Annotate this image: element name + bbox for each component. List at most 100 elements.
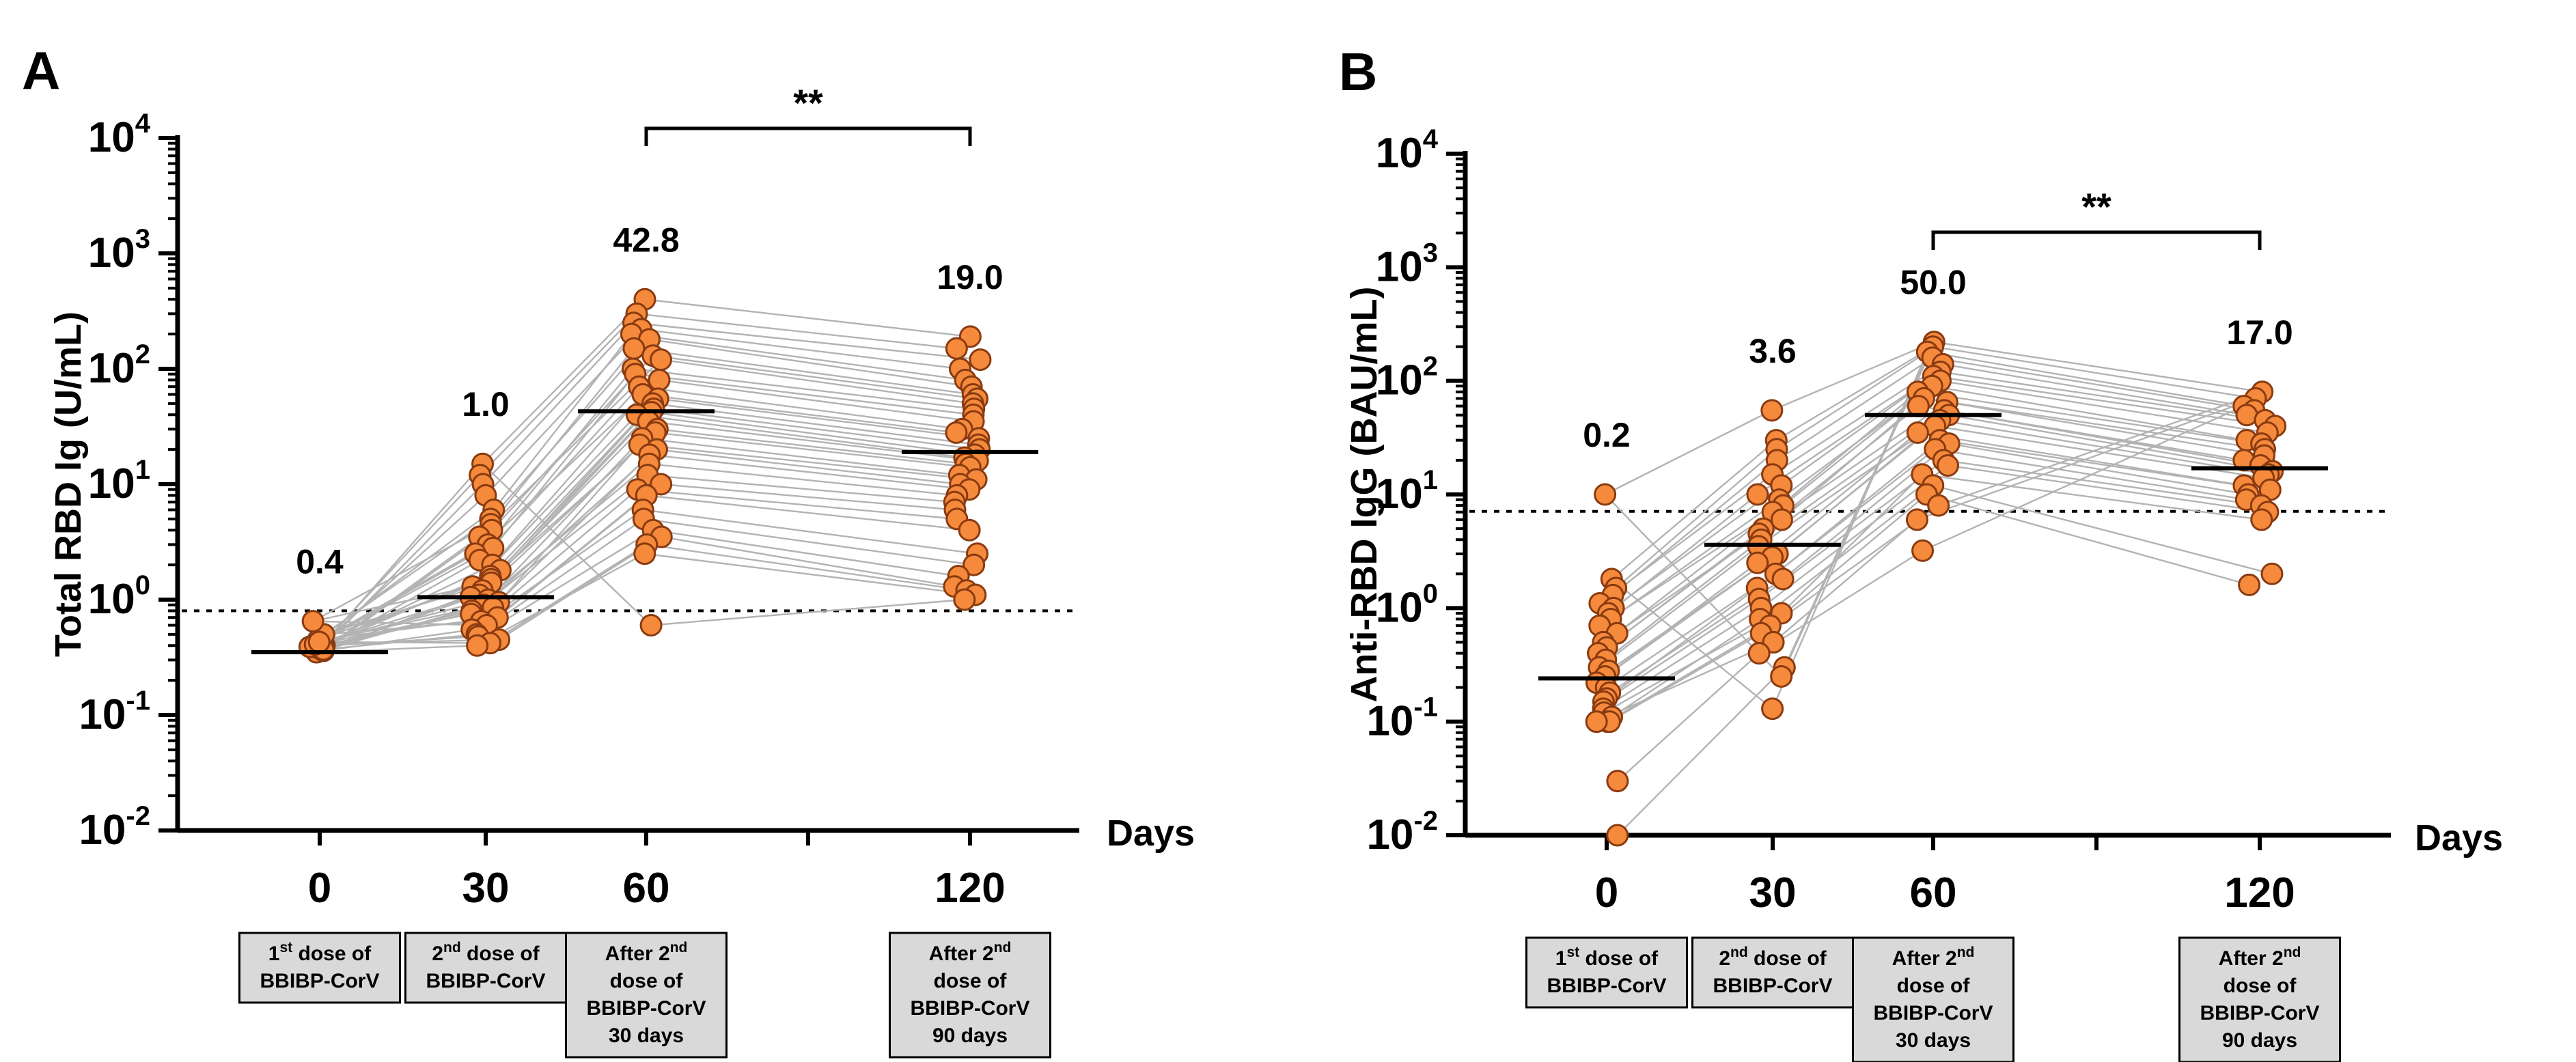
box-text-part: dose of	[292, 942, 372, 965]
connector-line	[1611, 618, 1761, 718]
connector-line	[1947, 401, 2265, 457]
connector-lines	[1596, 341, 2275, 836]
data-point	[2238, 573, 2261, 596]
connector-line	[312, 523, 492, 622]
connector-line	[649, 338, 972, 388]
data-point	[648, 368, 671, 391]
connector-line	[649, 463, 957, 497]
y-tick-exp: 4	[135, 109, 151, 139]
box-text-sup: nd	[670, 940, 688, 955]
y-tick-exp: -2	[1413, 806, 1438, 836]
data-point	[307, 630, 331, 654]
box-text-part: dose of	[461, 942, 540, 965]
box-text-part: dose of	[610, 970, 684, 992]
connector-line	[648, 420, 978, 462]
data-point	[2235, 404, 2258, 427]
connector-line	[651, 598, 965, 626]
connector-line	[1759, 484, 1934, 620]
timepoint-box-text: BBIBP-CorV	[910, 997, 1029, 1020]
connector-line	[1932, 357, 2255, 412]
connector-line	[655, 432, 971, 469]
connector-line	[1605, 539, 1762, 661]
connector-line	[1607, 494, 1758, 614]
median-label: 0.2	[1583, 416, 1631, 454]
y-tick-label: 102	[88, 339, 150, 392]
data-point	[1606, 824, 1629, 847]
connector-line	[1932, 385, 2247, 441]
connector-line	[1948, 443, 2249, 496]
connector-line	[1933, 346, 2256, 400]
timepoint-box	[889, 932, 1051, 1059]
y-tick-exp: 1	[1423, 465, 1438, 495]
connector-line	[312, 585, 473, 622]
x-tick-label: 60	[1910, 869, 1957, 917]
connector-line	[633, 322, 981, 361]
median-label: 0.4	[296, 543, 344, 581]
connector-line	[1605, 409, 1773, 496]
y-tick-base: 10	[88, 229, 135, 277]
y-axis-label: Anti-RBD IgG (BAU/mL)	[1344, 287, 1385, 703]
data-point	[301, 610, 324, 633]
y-tick-label: 103	[1376, 238, 1438, 290]
connector-line	[637, 488, 957, 520]
connector-line	[486, 494, 648, 626]
connector-line	[490, 348, 635, 525]
y-tick-label: 101	[88, 455, 150, 507]
timepoint-box-text: dose of	[610, 970, 684, 992]
x-axis-label: Days	[2415, 818, 2503, 858]
box-text-part: dose of	[2224, 975, 2297, 997]
timepoint-box	[1852, 936, 2014, 1062]
connector-line	[643, 518, 974, 566]
y-tick-exp: 2	[1423, 352, 1438, 382]
connector-line	[1940, 380, 2268, 434]
series-day30	[1745, 399, 1796, 721]
timepoint-box-text: dose of	[2224, 975, 2297, 997]
box-text-part: BBIBP-CorV	[426, 970, 545, 992]
connector-line	[642, 393, 957, 434]
connector-line	[1609, 632, 1762, 723]
box-text-sup: nd	[1957, 945, 1975, 960]
data-point	[650, 348, 673, 372]
data-point	[945, 421, 968, 444]
connector-line	[1598, 545, 1759, 669]
timepoint-box-text: 2nd dose of	[432, 940, 540, 965]
connector-line	[1948, 464, 2269, 513]
connector-line	[1771, 425, 1936, 558]
connector-line	[319, 641, 490, 644]
timepoint-box-text: 2nd dose of	[1719, 945, 1827, 970]
timepoint-box-text: BBIBP-CorV	[260, 970, 379, 992]
box-text-part: After 2	[605, 942, 670, 965]
connector-line	[659, 379, 974, 423]
data-point	[1761, 697, 1784, 721]
connector-line	[492, 454, 650, 609]
timepoint-box-text: dose of	[934, 970, 1008, 992]
connector-line	[322, 536, 480, 650]
data-point	[962, 553, 986, 576]
connector-line	[482, 322, 635, 485]
connector-line	[646, 494, 970, 531]
connector-line	[1776, 351, 1928, 450]
connector-line	[489, 403, 654, 577]
connector-line	[313, 620, 487, 626]
connector-line	[1939, 439, 2271, 491]
connector-line	[652, 354, 978, 400]
box-text-sup: nd	[2284, 945, 2301, 960]
connector-line	[1615, 448, 1777, 589]
connector-line	[1917, 391, 2262, 445]
timepoint-box-text: BBIBP-CorV	[1547, 975, 1666, 997]
connector-line	[1773, 518, 1918, 643]
box-text-part: After 2	[1892, 947, 1957, 970]
box-text-part: dose of	[1579, 947, 1659, 970]
connector-line	[490, 408, 654, 581]
data-point	[1771, 568, 1795, 591]
box-text-sup: st	[1566, 945, 1579, 960]
connector-line	[644, 298, 971, 338]
data-point	[633, 542, 656, 565]
connector-line	[661, 359, 973, 405]
connector-line	[1596, 562, 1758, 684]
x-tick-label: 0	[308, 865, 331, 912]
median-label: 42.8	[613, 221, 679, 259]
box-text-part: BBIBP-CorV	[260, 970, 379, 992]
timepoint-box-text: After 2nd	[1892, 945, 1975, 970]
